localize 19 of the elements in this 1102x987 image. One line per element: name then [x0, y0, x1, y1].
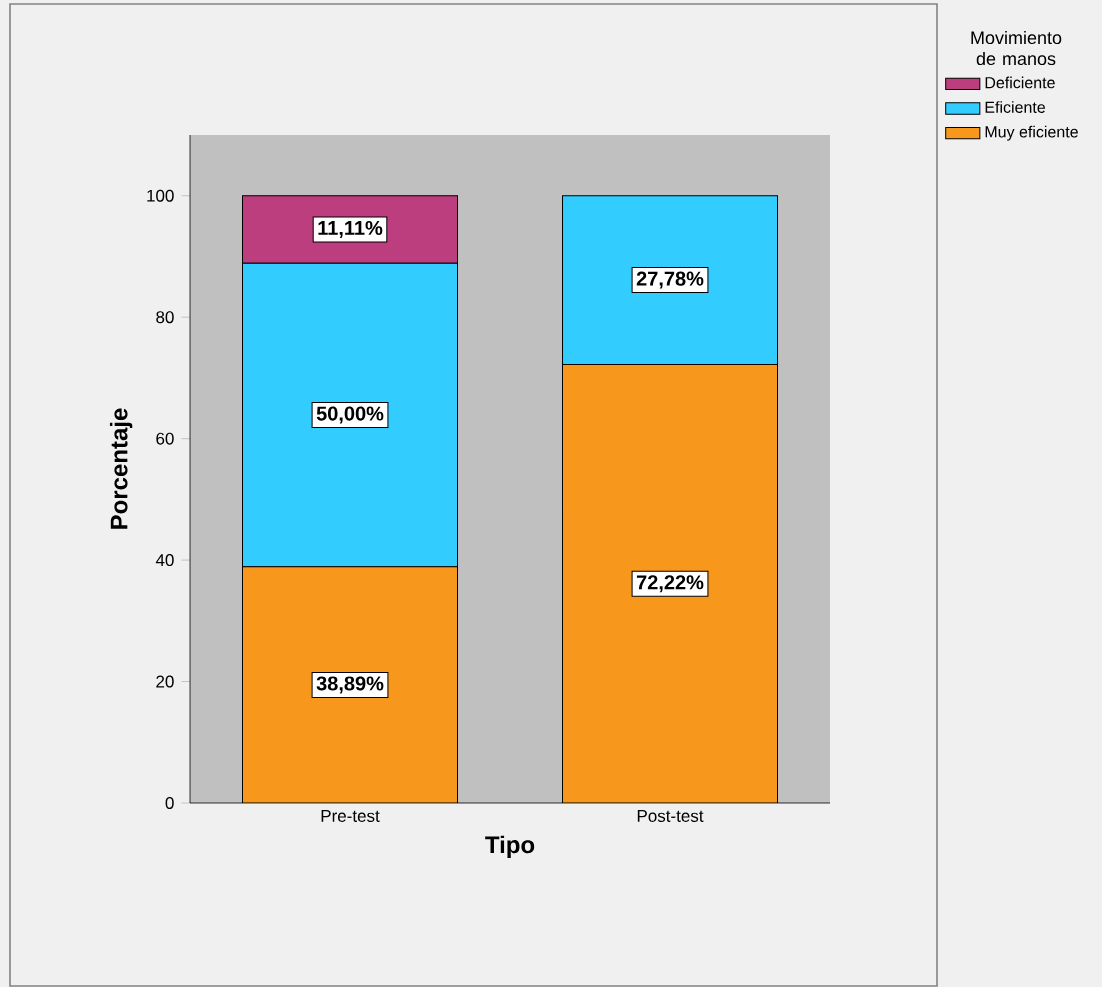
x-tick-label: Post-test [637, 810, 704, 822]
data-label: 72,22% [636, 575, 704, 593]
y-tick-label: 0 [165, 797, 174, 810]
y-axis-title: Porcentaje [109, 408, 133, 529]
x-tick-label: Pre-test [321, 810, 380, 822]
data-label: 38,89% [316, 676, 384, 694]
y-tick-label: 60 [156, 432, 174, 445]
x-axis-title: Tipo [485, 835, 535, 859]
data-label: 27,78% [636, 271, 704, 289]
legend-label: Muy eficiente [985, 125, 1078, 141]
legend-title: Movimiento de manos [971, 30, 1062, 66]
legend-label: Eficiente [985, 101, 1045, 113]
legend-label: Deficiente [985, 76, 1055, 89]
y-tick-label: 80 [156, 311, 174, 324]
y-tick-label: 20 [156, 675, 174, 688]
y-tick-label: 40 [155, 554, 174, 567]
y-tick-label: 100 [147, 189, 174, 202]
data-label: 50,00% [316, 406, 384, 424]
data-label: 11,11% [318, 220, 383, 238]
